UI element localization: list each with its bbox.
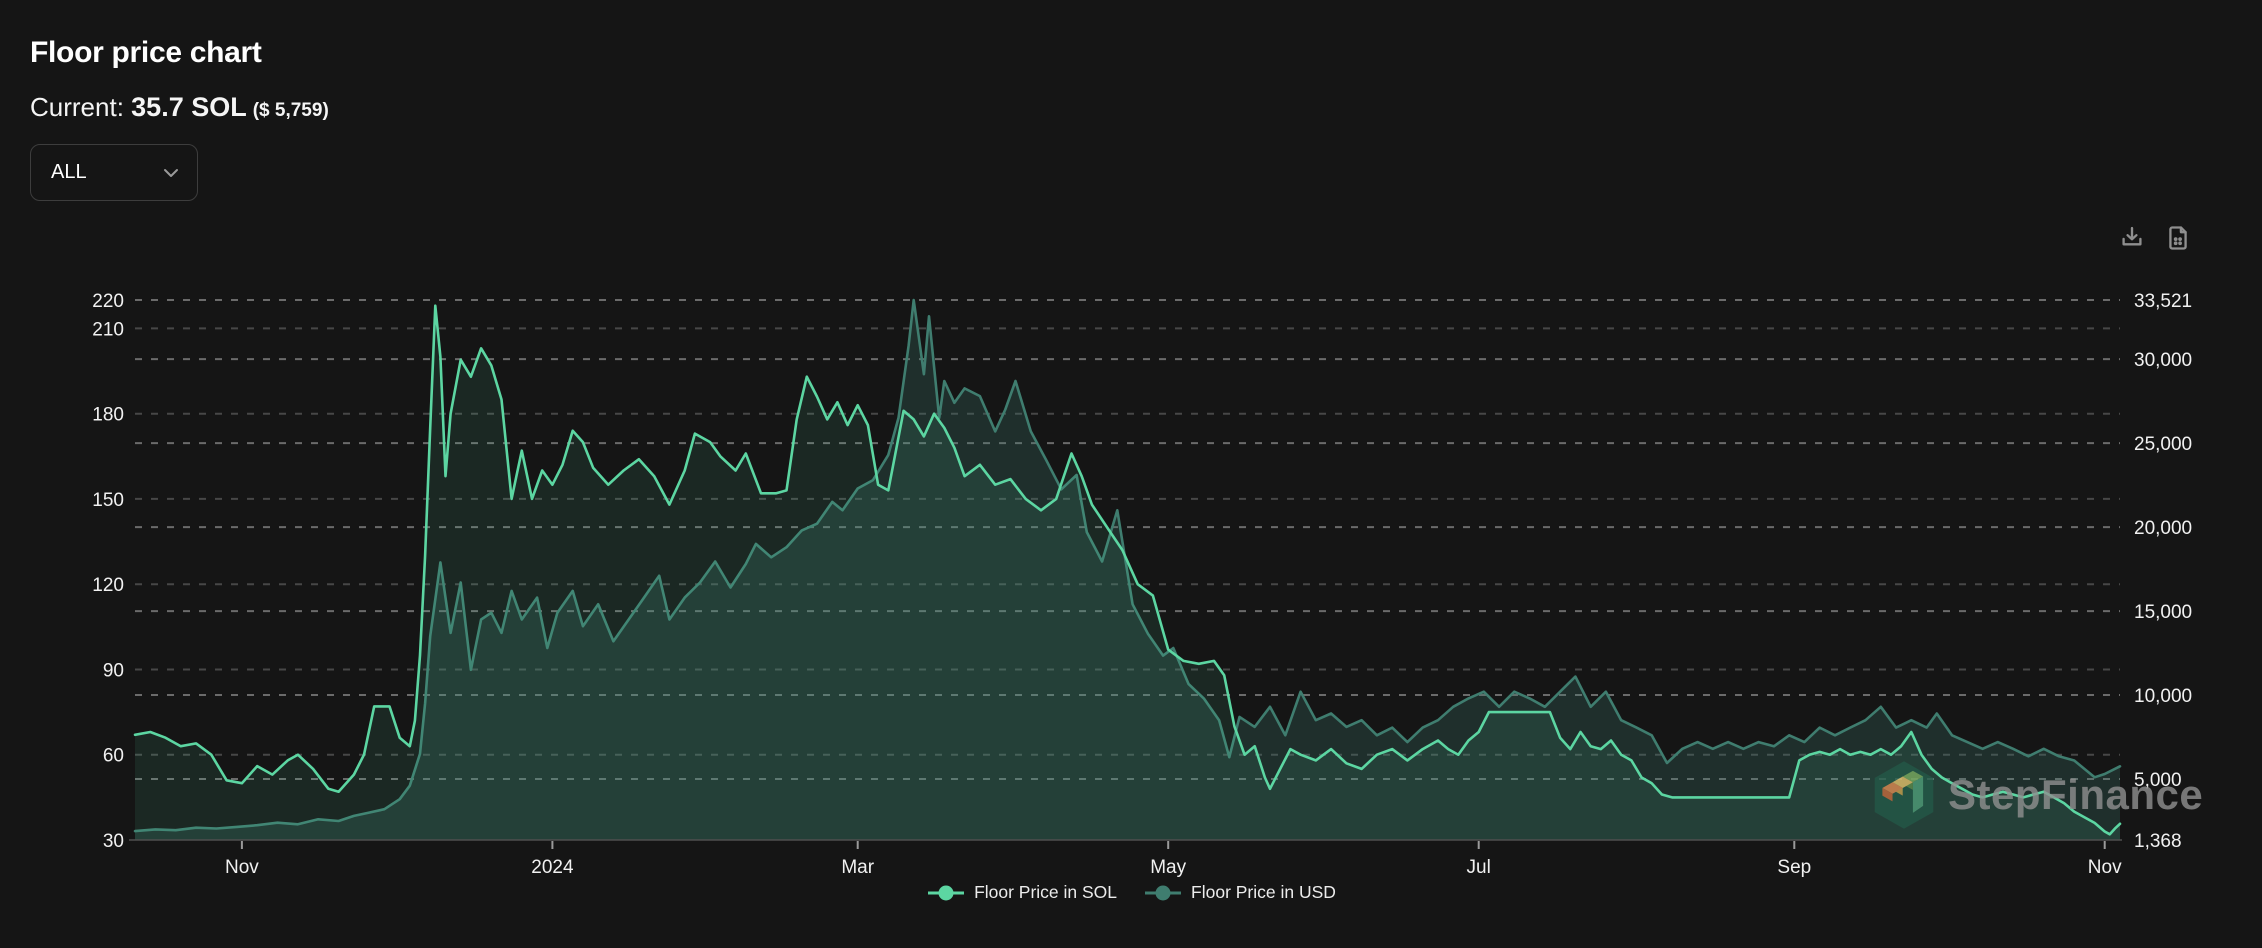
y-axis-label-usd: 30,000 bbox=[2134, 350, 2192, 371]
y-axis-label-sol: 120 bbox=[92, 575, 124, 596]
y-axis-label-usd: 25,000 bbox=[2134, 434, 2192, 455]
page-title: Floor price chart bbox=[30, 36, 262, 69]
y-axis-label-sol: 60 bbox=[103, 746, 124, 767]
y-axis-label-sol: 30 bbox=[103, 831, 124, 852]
y-axis-label-usd: 33,521 bbox=[2134, 291, 2192, 312]
current-label: Current: bbox=[30, 92, 124, 122]
x-axis-label: Sep bbox=[1777, 857, 1811, 878]
csv-file-icon bbox=[2169, 226, 2187, 250]
chart-header: Floor price chart Current: 35.7 SOL ($ 5,… bbox=[30, 36, 329, 123]
legend-item-usd[interactable]: Floor Price in USD bbox=[1143, 882, 1336, 903]
sol-series-line bbox=[133, 304, 2122, 836]
export-csv-button[interactable] bbox=[2164, 224, 2192, 252]
x-axis-label: Nov bbox=[225, 857, 259, 878]
y-axis-label-usd: 5,000 bbox=[2134, 770, 2182, 791]
sol-series-area bbox=[135, 305, 2120, 840]
y-axis-label-usd: 1,368 bbox=[2134, 831, 2182, 852]
y-axis-label-sol: 180 bbox=[92, 405, 124, 426]
sol-series-marker-icon bbox=[928, 885, 965, 900]
legend-label-usd: Floor Price in USD bbox=[1191, 882, 1336, 902]
y-axis-label-usd: 15,000 bbox=[2134, 602, 2192, 623]
x-axis-label: Jul bbox=[1467, 857, 1491, 878]
chevron-down-icon bbox=[164, 168, 178, 177]
y-axis-label-sol: 150 bbox=[92, 490, 124, 511]
legend-label-sol: Floor Price in SOL bbox=[974, 882, 1118, 902]
x-axis-label: 2024 bbox=[531, 857, 574, 878]
time-range-dropdown[interactable]: ALL bbox=[30, 144, 198, 201]
y-axis-label-sol: 220 bbox=[92, 291, 124, 312]
download-chart-button[interactable] bbox=[2118, 224, 2146, 252]
usd-series-area bbox=[135, 300, 2120, 840]
y-axis-label-usd: 20,000 bbox=[2134, 518, 2192, 539]
x-axis-label: Nov bbox=[2088, 857, 2122, 878]
x-axis-label: Mar bbox=[841, 857, 874, 878]
y-axis-label-usd: 10,000 bbox=[2134, 686, 2192, 707]
usd-series-line bbox=[133, 298, 2122, 833]
current-usd-value: ($ 5,759) bbox=[252, 100, 329, 121]
legend-item-sol[interactable]: Floor Price in SOL bbox=[926, 882, 1117, 903]
x-axis-label: May bbox=[1150, 857, 1186, 878]
y-axis-label-sol: 210 bbox=[92, 319, 124, 340]
current-value: 35.7 SOL bbox=[131, 92, 247, 122]
time-range-value: ALL bbox=[51, 161, 87, 183]
download-icon bbox=[2122, 226, 2142, 246]
current-price-line: Current: 35.7 SOL ($ 5,759) bbox=[30, 92, 329, 123]
chart-toolbar bbox=[2118, 224, 2192, 252]
y-axis-label-sol: 90 bbox=[103, 661, 124, 682]
usd-series-marker-icon bbox=[1145, 885, 1182, 900]
chart-legend: Floor Price in SOL Floor Price in USD bbox=[0, 882, 2262, 903]
